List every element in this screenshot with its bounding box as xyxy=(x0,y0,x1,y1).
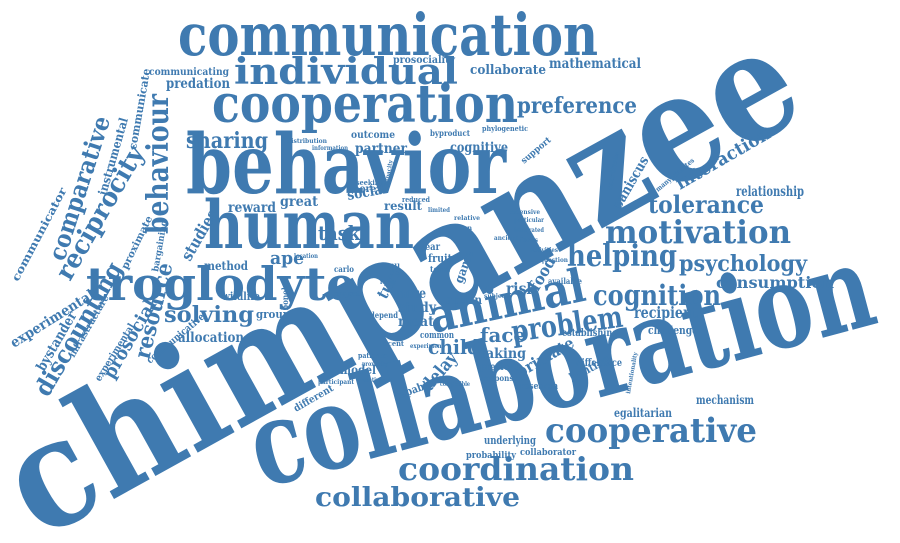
word-skill: skill xyxy=(382,262,400,272)
word-cognition: cognition xyxy=(593,279,721,312)
word-behaviour: behaviour xyxy=(141,93,176,234)
word-relationship: relationship xyxy=(736,184,804,200)
word-behavior: behavior xyxy=(186,117,507,213)
word-patience: patience xyxy=(358,351,388,360)
word-task: task xyxy=(318,221,361,245)
word-meat: meat xyxy=(398,314,434,330)
word-cognitive: cognitive xyxy=(450,140,508,156)
word-cooperative: cooperative xyxy=(545,411,757,451)
word-more-2: more xyxy=(394,286,426,302)
word-focus: focus xyxy=(520,237,539,244)
word-research: research xyxy=(520,382,558,392)
word-particular: particular xyxy=(514,217,545,224)
word-collaborative: collaborative xyxy=(315,483,520,513)
word-ancient: ancient xyxy=(494,235,518,242)
word-egalitarian: egalitarian xyxy=(614,406,672,420)
word-form: form xyxy=(380,279,397,286)
word-individual: individual xyxy=(234,51,458,93)
word-probability: probability xyxy=(466,451,517,461)
word-recent: recent xyxy=(380,339,405,348)
word-action: action xyxy=(446,293,482,307)
word-open: open xyxy=(454,225,473,232)
word-byproduct: byproduct xyxy=(430,128,470,138)
word-tolerance: tolerance xyxy=(648,190,764,219)
word-term: term xyxy=(430,264,450,274)
word-great: great xyxy=(280,194,318,210)
word-establishing: establishing xyxy=(562,328,618,339)
word-outcome: outcome xyxy=(351,130,395,141)
word-study: study xyxy=(398,300,437,316)
word-sharing: sharing xyxy=(186,128,268,154)
word-result: result xyxy=(384,199,422,213)
word-response: response xyxy=(482,373,518,383)
word-allocation: allocation xyxy=(178,330,244,346)
word-wildlife: wildlife xyxy=(221,290,260,303)
word-communicating: communicating xyxy=(149,67,229,78)
word-contingent: contingent xyxy=(362,377,392,384)
word-predation: predation xyxy=(166,76,230,92)
word-human: human xyxy=(204,186,414,264)
word-proximity: proximity xyxy=(362,361,388,368)
word-risk: risk xyxy=(506,279,537,298)
word-available: available xyxy=(548,276,582,286)
word-mathematical: mathematical xyxy=(549,56,641,72)
word-activities: activities xyxy=(530,247,559,254)
word-face: face xyxy=(480,323,526,347)
word-communication: communication xyxy=(178,1,598,69)
word-method: method xyxy=(204,259,249,273)
word-phylogenetic: phylogenetic xyxy=(482,124,528,133)
word-limited: limited xyxy=(428,207,451,214)
word-recipient: recipient xyxy=(634,303,698,322)
word-cooperation: cooperation xyxy=(212,74,518,135)
word-ape: ape xyxy=(270,248,304,269)
word-seeking: seeking xyxy=(356,178,384,187)
word-subject: subject xyxy=(484,293,508,300)
word-project: project xyxy=(334,289,361,298)
word-fruit: fruit xyxy=(428,252,453,265)
word-model: model xyxy=(340,363,376,377)
word-underlying: underlying xyxy=(484,434,536,447)
word-social: social xyxy=(346,181,388,204)
word-extensive: extensive xyxy=(510,209,540,216)
word-previous: previous xyxy=(480,362,520,373)
word-mechanism: mechanism xyxy=(696,393,754,407)
word-challenge: challenge xyxy=(648,324,698,337)
word-helping: helping xyxy=(567,239,677,274)
word-reduced: reduced xyxy=(402,195,430,204)
word-more-1: more xyxy=(350,184,376,195)
word-reward: reward xyxy=(228,200,276,216)
word-consumption: consumption xyxy=(716,273,834,292)
word-question: question xyxy=(540,257,569,264)
word-motivation: motivation xyxy=(605,213,791,251)
word-preference: preference xyxy=(517,93,637,119)
word-solving: solving xyxy=(164,302,254,328)
word-location: location xyxy=(294,253,319,260)
word-coordination: coordination xyxy=(398,450,634,488)
word-child: child xyxy=(428,335,480,359)
word-year: year xyxy=(419,242,440,253)
word-common: common xyxy=(420,331,454,341)
word-depend: depend xyxy=(370,310,398,320)
word-partner: partner xyxy=(355,141,408,157)
word-prosociality: prosociality xyxy=(393,55,456,66)
word-troglodyte: troglodyte xyxy=(86,257,356,311)
word-capacity: capacity xyxy=(383,159,394,186)
word-collaborator: collaborator xyxy=(520,448,576,458)
word-taking: taking xyxy=(480,346,526,362)
word-bonobos: bonobos xyxy=(280,276,290,310)
word-integrated: integrated xyxy=(514,227,545,234)
word-experiment: experiment xyxy=(410,343,444,350)
word-relative: relative xyxy=(454,215,480,222)
word-participant: participant xyxy=(318,379,354,386)
word-carlo: carlo xyxy=(334,264,355,274)
word-group: group xyxy=(256,308,290,321)
word-information: information xyxy=(312,145,349,152)
word-compatible: compatible xyxy=(440,381,470,388)
word-difference: difference xyxy=(576,358,622,369)
word-psychology: psychology xyxy=(679,251,808,277)
word-collaborate: collaborate xyxy=(470,63,546,78)
word-distribution: distribution xyxy=(287,138,328,145)
